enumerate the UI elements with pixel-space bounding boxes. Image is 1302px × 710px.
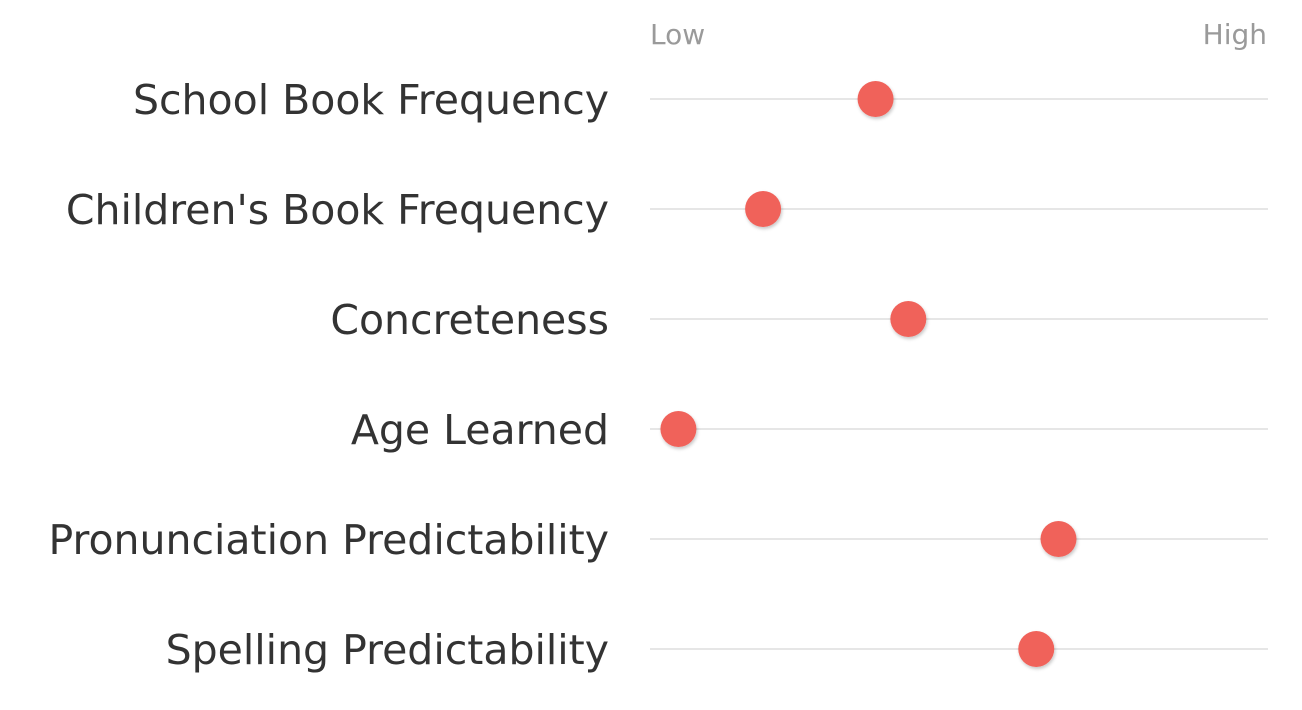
- data-point: [660, 411, 697, 447]
- row-label: School Book Frequency: [133, 76, 609, 124]
- scale-high-label: High: [1203, 18, 1267, 51]
- row-label: Spelling Predictability: [166, 626, 609, 674]
- row-label: Children's Book Frequency: [66, 186, 609, 234]
- row-label: Pronunciation Predictability: [48, 516, 609, 564]
- scale-low-label: Low: [650, 18, 705, 51]
- row-label: Concreteness: [330, 296, 609, 344]
- row-label: Age Learned: [351, 406, 609, 454]
- chart-rows: School Book Frequency Children's Book Fre…: [48, 76, 1268, 674]
- data-point: [745, 191, 782, 227]
- data-point: [1018, 631, 1055, 667]
- data-point: [1040, 521, 1077, 557]
- data-point: [890, 301, 927, 337]
- data-point: [857, 81, 894, 117]
